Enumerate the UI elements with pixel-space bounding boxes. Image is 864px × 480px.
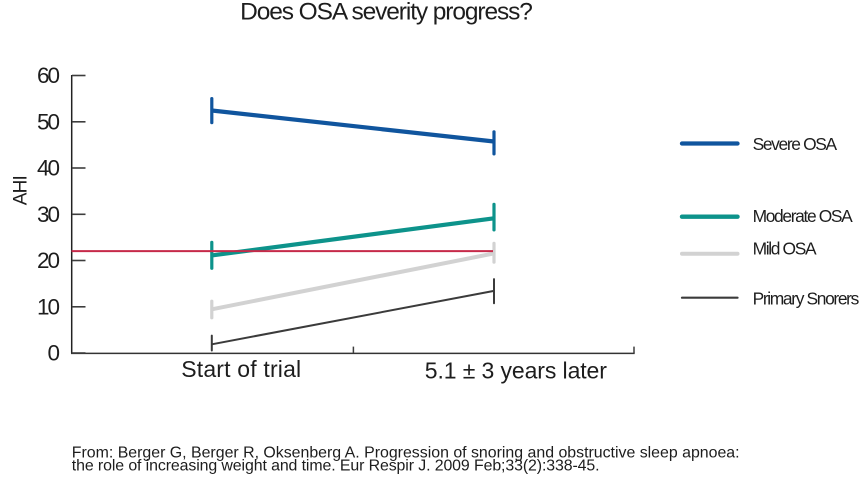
svg-text:20: 20 bbox=[37, 248, 60, 273]
svg-text:Does OSA severity progress?: Does OSA severity progress? bbox=[240, 0, 532, 25]
svg-text:50: 50 bbox=[37, 110, 60, 135]
svg-text:Severe OSA: Severe OSA bbox=[753, 134, 838, 154]
svg-text:Start of trial: Start of trial bbox=[181, 356, 301, 382]
svg-text:AHI: AHI bbox=[11, 176, 32, 205]
svg-text:0: 0 bbox=[47, 341, 59, 366]
svg-text:From: Berger G, Berger R, Okse: From: Berger G, Berger R, Oksenberg A. P… bbox=[72, 445, 740, 462]
svg-text:Moderate OSA: Moderate OSA bbox=[753, 206, 854, 226]
svg-text:40: 40 bbox=[37, 156, 60, 181]
svg-text:30: 30 bbox=[37, 202, 60, 227]
svg-text:5.1 ± 3 years later: 5.1 ± 3 years later bbox=[425, 357, 607, 383]
svg-text:Primary Snorers: Primary Snorers bbox=[753, 289, 860, 309]
svg-text:Mild OSA: Mild OSA bbox=[753, 238, 817, 258]
svg-text:60: 60 bbox=[37, 63, 60, 88]
svg-text:10: 10 bbox=[37, 295, 60, 320]
svg-text:the role of increasing weight: the role of increasing weight and time. … bbox=[72, 457, 600, 474]
